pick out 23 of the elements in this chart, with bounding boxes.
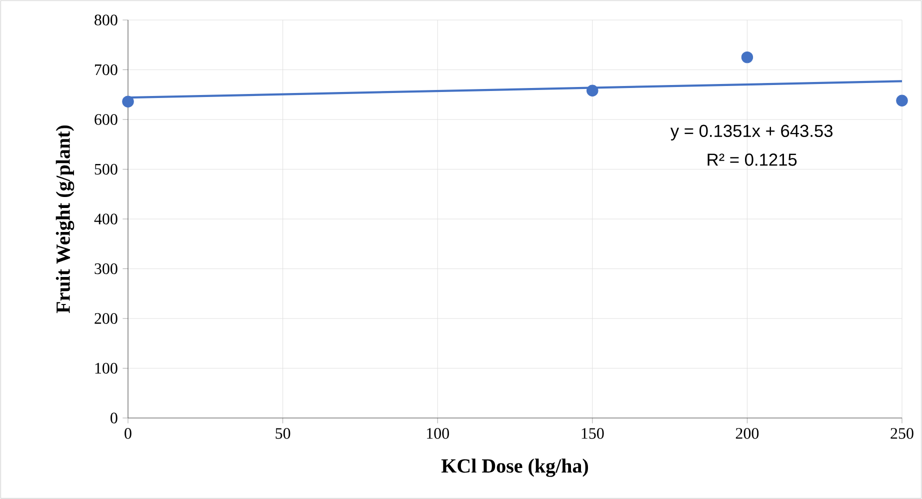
annotation: y = 0.1351x + 643.53 xyxy=(670,124,832,140)
x-tick-label: 250 xyxy=(890,428,914,439)
x-tick-label: 150 xyxy=(582,428,604,439)
y-tick-label: 0 xyxy=(110,412,118,424)
y-tick-label: 400 xyxy=(94,214,118,224)
point xyxy=(122,96,134,108)
y-tick-label: 200 xyxy=(94,313,118,324)
x-tick-label: 100 xyxy=(427,428,449,439)
x-tick-label: 0 xyxy=(124,428,132,439)
y-tick-label: 100 xyxy=(95,362,118,374)
y-tick-label: 300 xyxy=(94,263,118,274)
x-tick-label: 200 xyxy=(736,428,759,439)
y-axis-title: Fruit Weight (g/plant) xyxy=(56,125,74,314)
y-tick-label: 500 xyxy=(94,164,118,175)
annotation: R² = 0.1215 xyxy=(708,154,797,166)
x-axis-title: KCl Dose (kg/ha) xyxy=(441,458,588,477)
y-tick-label: 700 xyxy=(95,64,118,76)
x-tick-label: 50 xyxy=(276,428,290,439)
point xyxy=(586,84,598,97)
point xyxy=(741,51,754,64)
y-tick-label: 600 xyxy=(94,114,118,125)
point xyxy=(896,94,908,106)
y-tick-label: 800 xyxy=(94,14,118,26)
